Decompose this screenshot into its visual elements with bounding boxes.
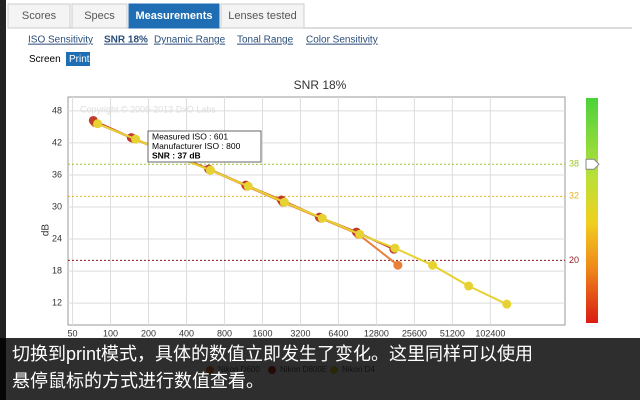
view-button-label[interactable]: Screen bbox=[29, 54, 61, 65]
x-tick-label: 25600 bbox=[402, 328, 427, 338]
data-point[interactable] bbox=[279, 197, 289, 207]
data-point[interactable] bbox=[317, 213, 327, 223]
tab-label[interactable]: Measurements bbox=[135, 10, 212, 22]
tooltip-box bbox=[147, 130, 262, 163]
x-tick-label: 100 bbox=[103, 328, 118, 338]
x-tick-label: 200 bbox=[141, 328, 156, 338]
y-tick-label: 48 bbox=[52, 105, 62, 115]
reference-label: 32 bbox=[569, 191, 579, 201]
caption-line: 悬停鼠标的方式进行数值查看。 bbox=[12, 371, 264, 391]
subtab-link[interactable]: SNR 18% bbox=[104, 35, 148, 46]
y-axis-label: dB bbox=[41, 224, 52, 237]
tab-label[interactable]: Scores bbox=[22, 10, 57, 22]
x-tick-label: 3200 bbox=[290, 328, 310, 338]
chart-title: SNR 18% bbox=[294, 78, 347, 92]
data-point[interactable] bbox=[428, 260, 438, 270]
y-tick-label: 18 bbox=[52, 265, 62, 275]
reference-label: 38 bbox=[569, 159, 579, 169]
reference-label: 20 bbox=[569, 255, 579, 265]
tab[interactable] bbox=[71, 3, 128, 29]
tooltip-line: Measured ISO : 601 bbox=[152, 131, 228, 141]
tab[interactable] bbox=[220, 3, 305, 29]
tooltip-line: Manufacturer ISO : 800 bbox=[152, 141, 241, 151]
tab[interactable] bbox=[7, 3, 71, 29]
x-tick-label: 6400 bbox=[328, 328, 348, 338]
data-point[interactable] bbox=[390, 243, 400, 253]
data-point[interactable] bbox=[93, 119, 103, 129]
data-point[interactable] bbox=[205, 165, 215, 175]
x-tick-label: 400 bbox=[179, 328, 194, 338]
y-tick-label: 24 bbox=[52, 233, 62, 243]
tab-label[interactable]: Lenses tested bbox=[228, 10, 297, 22]
view-button[interactable] bbox=[66, 52, 90, 66]
y-tick-label: 42 bbox=[52, 137, 62, 147]
caption-overlay bbox=[0, 338, 640, 400]
x-tick-label: 50 bbox=[68, 328, 78, 338]
y-tick-label: 36 bbox=[52, 169, 62, 179]
data-point[interactable] bbox=[355, 229, 365, 239]
subtab-link[interactable]: ISO Sensitivity bbox=[28, 35, 93, 46]
view-button-label[interactable]: Print bbox=[69, 54, 90, 65]
left-edge bbox=[0, 0, 6, 400]
data-point[interactable] bbox=[502, 299, 512, 309]
caption-line: 切换到print模式，具体的数值立即发生了变化。这里同样可以使用 bbox=[12, 344, 533, 364]
x-tick-label: 12800 bbox=[364, 328, 389, 338]
x-tick-label: 800 bbox=[217, 328, 232, 338]
tab[interactable] bbox=[128, 3, 220, 29]
subtab-link[interactable]: Color Sensitivity bbox=[306, 35, 378, 46]
subtab-link[interactable]: Dynamic Range bbox=[154, 35, 226, 46]
x-tick-label: 1600 bbox=[252, 328, 272, 338]
x-tick-label: 51200 bbox=[440, 328, 465, 338]
y-tick-label: 30 bbox=[52, 201, 62, 211]
data-point[interactable] bbox=[464, 281, 474, 291]
data-point[interactable] bbox=[243, 181, 253, 191]
data-point[interactable] bbox=[131, 134, 141, 144]
scale-marker bbox=[585, 158, 600, 170]
tooltip-line: SNR : 37 dB bbox=[152, 150, 201, 160]
tab-label[interactable]: Specs bbox=[84, 10, 115, 22]
data-point[interactable] bbox=[393, 260, 403, 270]
subtab-link[interactable]: Tonal Range bbox=[237, 35, 294, 46]
x-tick-label: 102400 bbox=[475, 328, 505, 338]
y-tick-label: 12 bbox=[52, 297, 62, 307]
scale-bar bbox=[586, 98, 598, 323]
